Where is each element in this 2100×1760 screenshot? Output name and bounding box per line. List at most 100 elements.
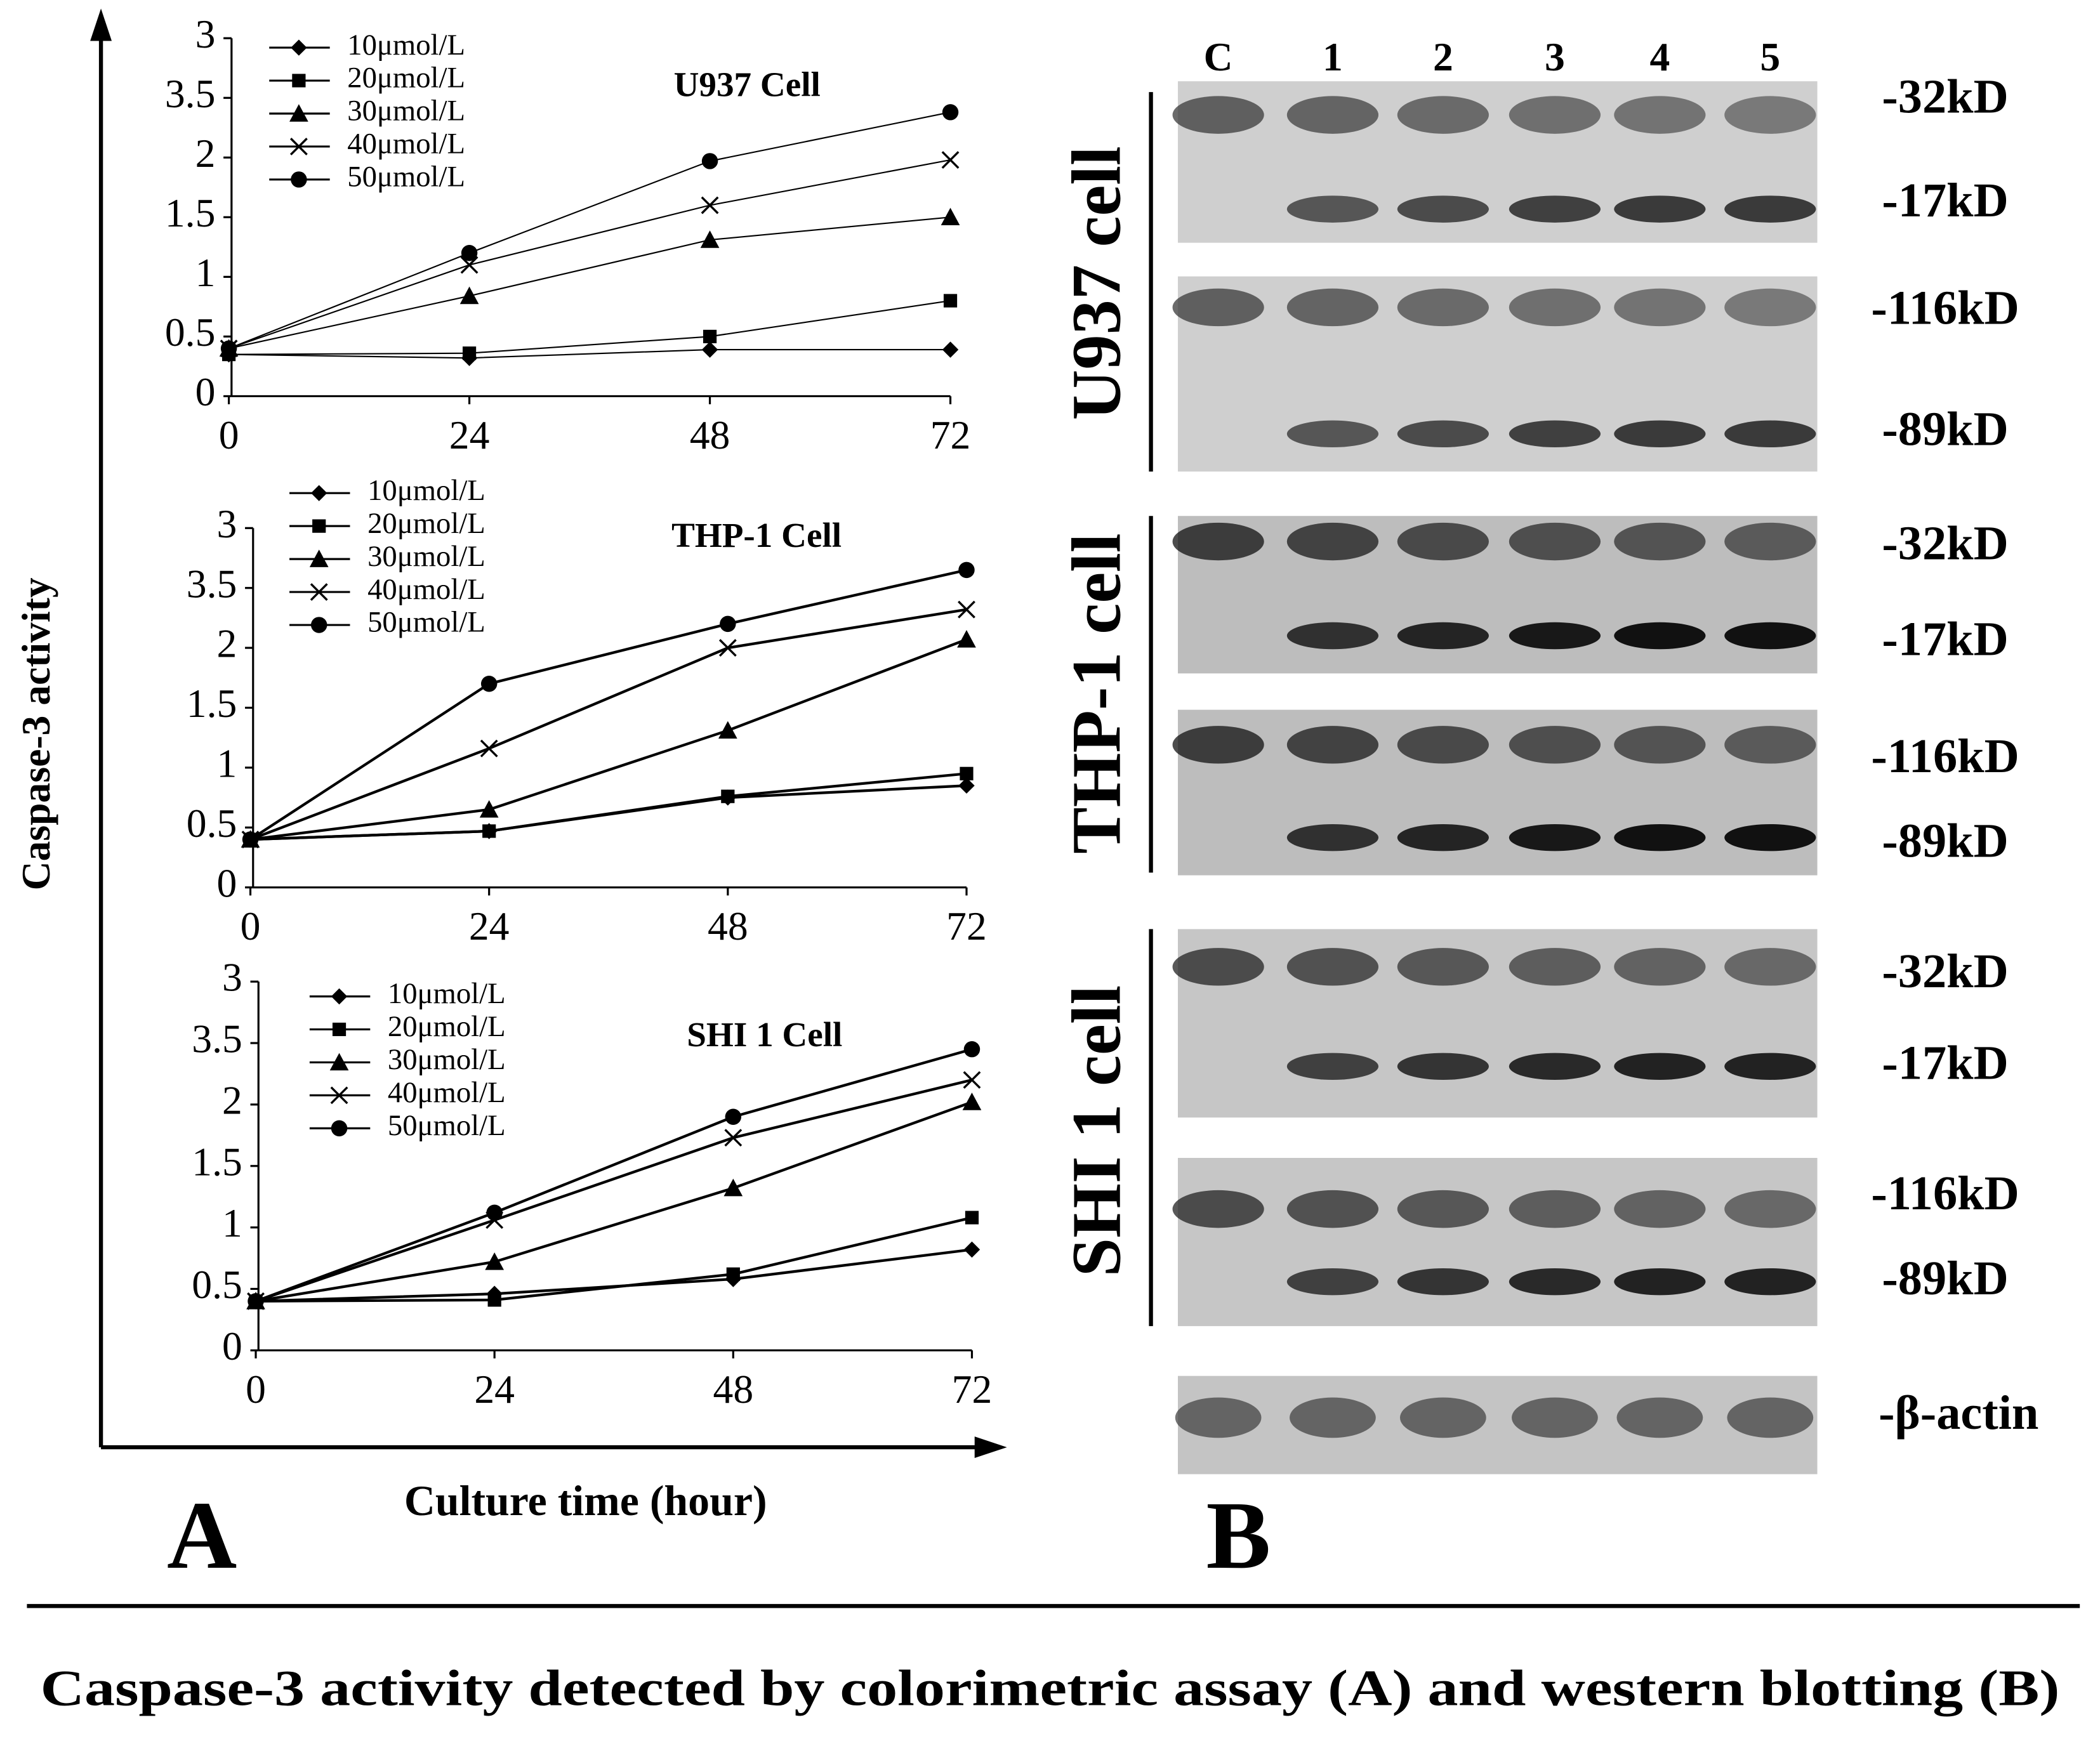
blot-band [1397, 1053, 1489, 1080]
marker [332, 1022, 347, 1037]
marker [701, 341, 718, 358]
series-line [255, 1248, 972, 1303]
legend-label: 50μmol/L [347, 161, 465, 194]
marker [461, 245, 478, 261]
blot-band [1172, 96, 1264, 134]
x-tick-label: 72 [930, 412, 971, 457]
blot-band [1286, 622, 1379, 650]
blot-band [1727, 1397, 1814, 1438]
series-line [256, 1216, 972, 1303]
legend-label: 40μmol/L [388, 1076, 506, 1109]
blot-band [1290, 1397, 1376, 1438]
marker [310, 485, 327, 501]
marker [942, 104, 959, 121]
blot-band [1509, 96, 1601, 134]
marker [485, 1252, 505, 1270]
series-line [228, 349, 951, 359]
y-tick-label: 0.5 [192, 1262, 242, 1307]
x-tick-label: 48 [708, 903, 748, 949]
blot-band [1614, 1268, 1706, 1296]
y-tick-label: 0.5 [187, 801, 237, 846]
blot-band [1286, 288, 1379, 327]
blot-band [1509, 726, 1601, 764]
panel-label: A [167, 1482, 237, 1589]
loading-control-label: -β-actin [1879, 1386, 2038, 1440]
blot-band [1397, 824, 1489, 851]
marker-label: -17kD [1882, 173, 2008, 227]
blot-band [1724, 948, 1816, 986]
legend-label: 20μmol/L [347, 62, 465, 95]
marker [289, 104, 308, 122]
marker [965, 1211, 979, 1225]
blot-band [1286, 948, 1379, 986]
lane-label: C [1204, 34, 1233, 79]
marker [462, 346, 477, 360]
marker [723, 1178, 743, 1197]
marker [703, 329, 717, 344]
series-line [249, 568, 967, 841]
cell-label: U937 cell [1058, 146, 1135, 420]
blot-band [1286, 824, 1379, 851]
y-tick-label: 2 [217, 621, 237, 666]
blot-band [1614, 195, 1706, 223]
blot-band [1286, 726, 1379, 764]
marker-label: -17kD [1882, 1035, 2008, 1089]
blot-band [1397, 195, 1489, 223]
y-tick-label: 2 [222, 1077, 242, 1122]
legend-label: 40μmol/L [367, 573, 485, 606]
blot-band [1397, 288, 1489, 327]
blot-band [1614, 1053, 1706, 1080]
blot-band [1614, 622, 1706, 650]
marker-label: -89kD [1882, 813, 2008, 867]
marker [720, 615, 736, 633]
lane-label: 4 [1649, 34, 1670, 79]
marker [292, 74, 306, 88]
blot-band [1397, 726, 1489, 764]
legend-label: 10μmol/L [367, 474, 485, 507]
marker [958, 600, 975, 619]
marker [721, 789, 735, 803]
blot-band [1397, 1190, 1489, 1228]
marker [220, 340, 237, 357]
blot-band [1614, 96, 1706, 134]
blot-band [1397, 948, 1489, 986]
series-line [250, 772, 967, 841]
y-tick-label: 3.5 [187, 561, 237, 606]
blot-membrane [1178, 1158, 1818, 1327]
marker-label: -17kD [1882, 612, 2008, 666]
y-tick-label: 0.5 [165, 310, 216, 355]
blot-band [1286, 1190, 1379, 1228]
x-tick-label: 24 [449, 412, 490, 457]
blot-membrane [1178, 929, 1818, 1118]
legend-label: 50μmol/L [367, 606, 485, 639]
blot-band [1724, 1053, 1816, 1080]
marker [331, 988, 348, 1005]
blot-band [1509, 195, 1601, 223]
blot-band [1724, 1268, 1816, 1296]
y-tick-label: 1.5 [187, 681, 237, 726]
blot-band [1509, 1190, 1601, 1228]
x-tick-label: 48 [713, 1367, 754, 1412]
marker [963, 1041, 981, 1058]
marker [242, 831, 259, 848]
series-line [228, 111, 951, 350]
y-tick-label: 1 [195, 250, 216, 295]
series-line [228, 159, 951, 350]
marker [329, 1053, 349, 1071]
lane-label: 5 [1760, 34, 1780, 79]
blot-band [1724, 420, 1816, 448]
y-tick-label: 1 [222, 1200, 242, 1245]
marker [963, 1241, 981, 1258]
blot-band [1286, 1053, 1379, 1080]
y-tick-label: 3 [217, 501, 237, 546]
blot-band [1724, 288, 1816, 327]
cell-label: SHI 1 cell [1058, 985, 1135, 1277]
caption: Caspase-3 activity detected by colorimet… [41, 1660, 2060, 1717]
legend-label: 40μmol/L [347, 128, 465, 161]
marker [291, 171, 307, 188]
marker [942, 341, 959, 358]
series-line [250, 638, 967, 841]
marker [291, 39, 307, 56]
blot-band [1616, 1397, 1703, 1438]
legend-label: 10μmol/L [347, 29, 465, 62]
